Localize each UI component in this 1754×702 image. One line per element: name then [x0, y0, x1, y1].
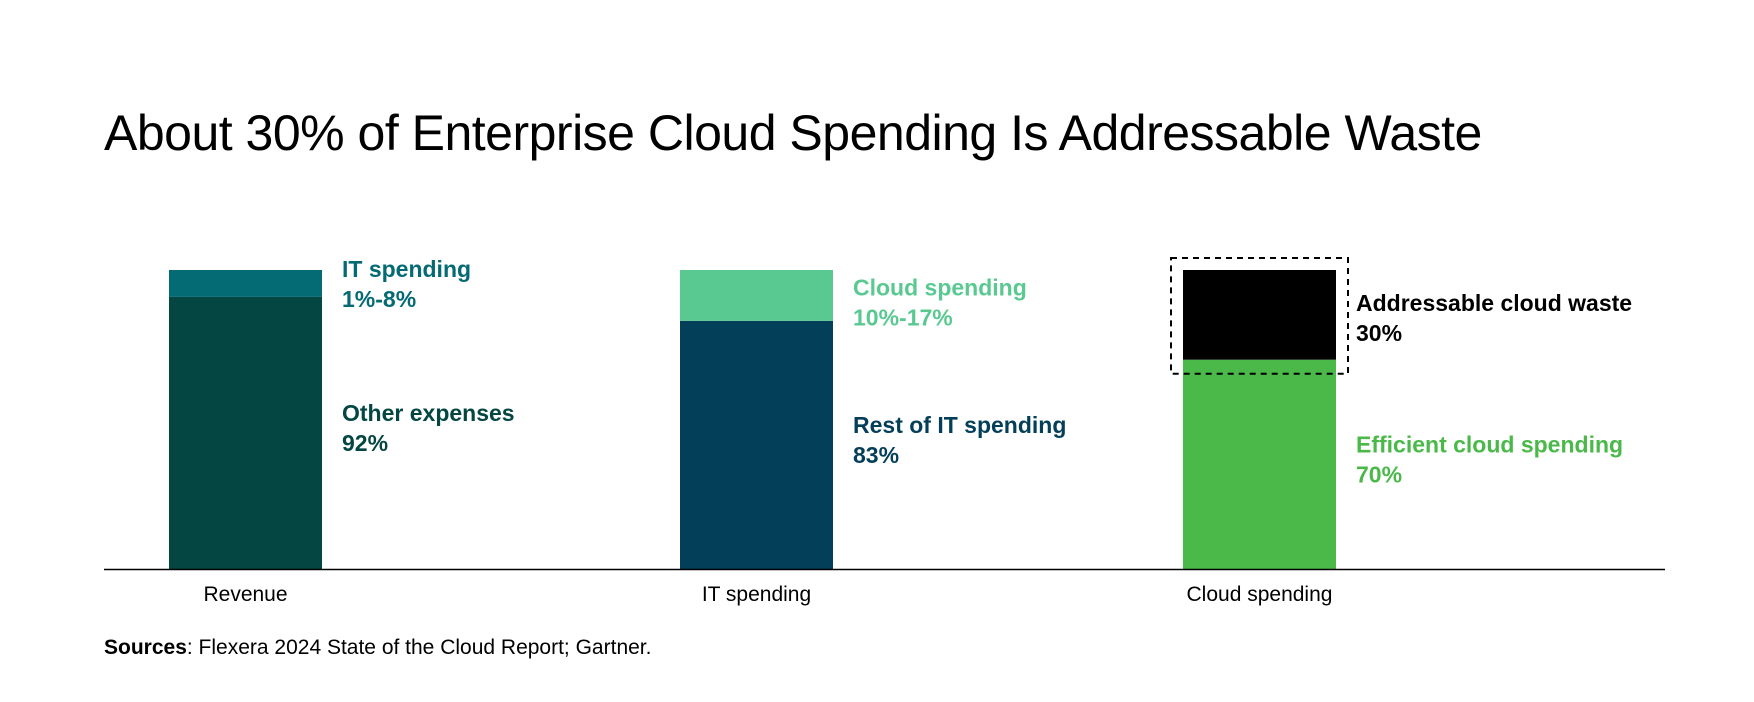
value-efficient-cloud-spending: 70% — [1356, 461, 1402, 487]
label-other-expenses: Other expenses — [342, 400, 515, 426]
chart-title: About 30% of Enterprise Cloud Spending I… — [104, 105, 1482, 161]
segment-other-expenses — [169, 296, 322, 569]
segment-efficient-cloud-spending — [1183, 359, 1336, 569]
segment-it-spending — [169, 270, 322, 297]
segment-rest-of-it-spending — [680, 320, 833, 569]
sources-text: : Flexera 2024 State of the Cloud Report… — [186, 636, 652, 659]
bar-revenue: Other expenses 92% IT spending 1%-8% — [169, 256, 515, 569]
label-addressable-cloud-waste: Addressable cloud waste — [1356, 290, 1632, 316]
label-cloud-spending: Cloud spending — [853, 274, 1027, 300]
bar-cloud-spending: Efficient cloud spending 70% Addressable c… — [1170, 257, 1632, 569]
category-label-it-spending: IT spending — [702, 583, 811, 606]
label-efficient-cloud-spending: Efficient cloud spending — [1356, 431, 1623, 457]
label-rest-of-it-spending: Rest of IT spending — [853, 412, 1066, 438]
sources-label: Sources — [104, 636, 187, 659]
sources-note: Sources: Flexera 2024 State of the Cloud… — [104, 636, 651, 660]
bar-it-spending: Rest of IT spending 83% Cloud spending 10%-… — [680, 270, 1066, 569]
segment-addressable-cloud-waste — [1183, 270, 1336, 360]
value-addressable-cloud-waste: 30% — [1356, 320, 1402, 346]
value-other-expenses: 92% — [342, 430, 388, 456]
value-it-spending: 1%-8% — [342, 286, 416, 312]
label-it-spending: IT spending — [342, 256, 471, 282]
category-label-cloud-spending: Cloud spending — [1187, 583, 1333, 606]
value-rest-of-it-spending: 83% — [853, 442, 899, 468]
segment-cloud-spending — [680, 270, 833, 321]
value-cloud-spending: 10%-17% — [853, 304, 953, 330]
highlight-box — [1170, 257, 1349, 375]
category-label-revenue: Revenue — [203, 583, 287, 606]
